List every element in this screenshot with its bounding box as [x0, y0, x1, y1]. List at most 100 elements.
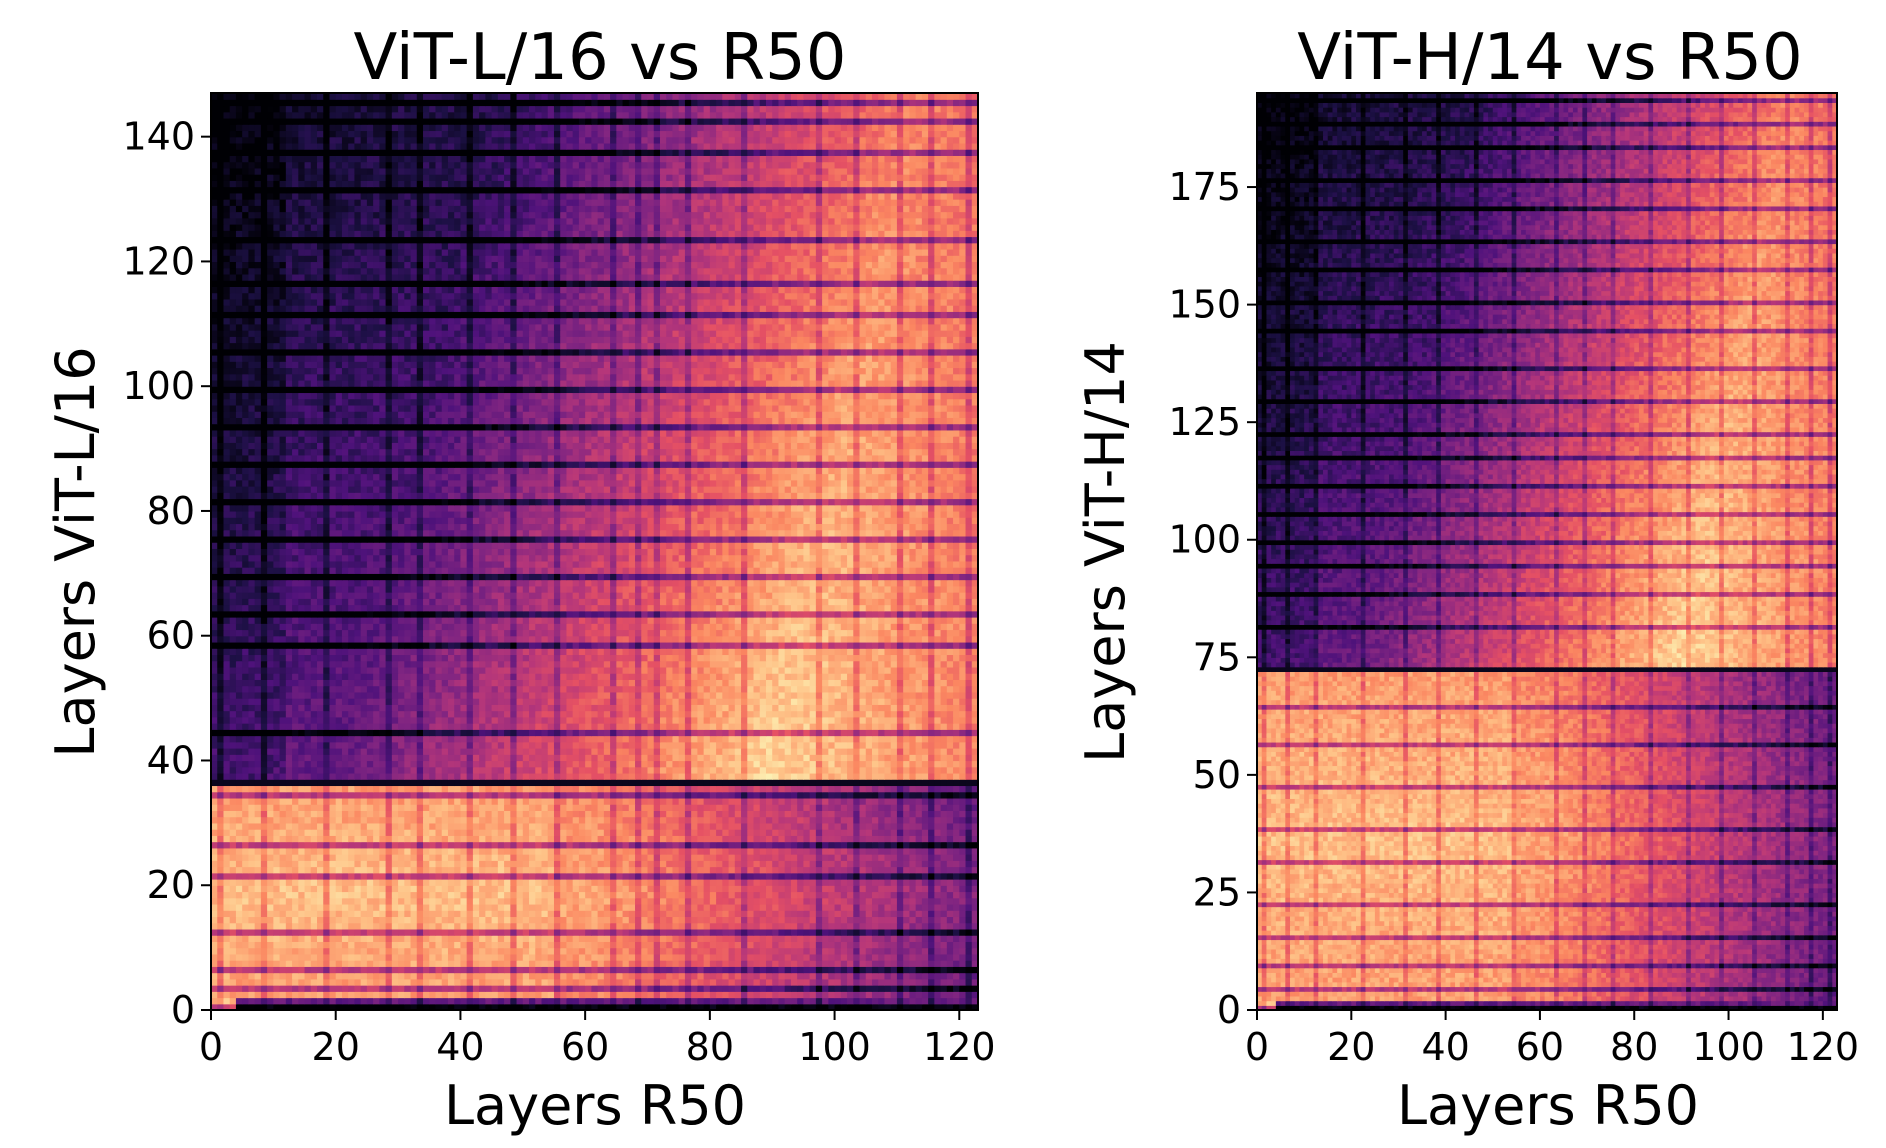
heatmap-cell — [354, 991, 361, 998]
heatmap-cell — [273, 985, 280, 992]
heatmap-cell — [329, 973, 336, 980]
heatmap-cell — [454, 973, 461, 980]
heatmap-cell — [242, 973, 249, 980]
heatmap-cell — [255, 979, 262, 986]
heatmap-cell — [211, 991, 218, 998]
heatmap-cell — [916, 979, 923, 986]
heatmap-cell — [236, 979, 243, 986]
heatmap-cell — [654, 985, 661, 992]
heatmap-cell — [884, 991, 891, 998]
heatmap-cell — [242, 966, 249, 973]
heatmap-cell — [217, 966, 224, 973]
heatmap-cell — [853, 985, 860, 992]
heatmap-cell — [835, 991, 842, 998]
heatmap-cell — [685, 998, 692, 1005]
heatmap-cell — [305, 985, 312, 992]
heatmap-cell — [866, 991, 873, 998]
heatmap-cell — [616, 991, 623, 998]
heatmap-cell — [641, 985, 648, 992]
heatmap-cell — [878, 991, 885, 998]
heatmap-cell — [704, 979, 711, 986]
heatmap-cell — [672, 985, 679, 992]
heatmap-cell — [735, 985, 742, 992]
heatmap-cell — [735, 973, 742, 980]
heatmap-cell — [934, 979, 941, 986]
heatmap-cell — [255, 973, 262, 980]
heatmap-cell — [529, 973, 536, 980]
heatmap-cell — [404, 973, 411, 980]
heatmap-cell — [903, 998, 910, 1005]
heatmap-cell — [722, 985, 729, 992]
heatmap-cell — [616, 998, 623, 1005]
heatmap-cell — [747, 998, 754, 1005]
heatmap-cell — [959, 985, 966, 992]
heatmap-cell — [248, 979, 255, 986]
heatmap-cell — [329, 998, 336, 1005]
heatmap-cell — [311, 979, 318, 986]
heatmap-cell — [242, 998, 249, 1005]
heatmap-cell — [273, 979, 280, 986]
heatmap-cell — [386, 966, 393, 973]
heatmap-cell — [697, 985, 704, 992]
heatmap-cell — [298, 998, 305, 1005]
heatmap-cell — [348, 985, 355, 992]
heatmap-cell — [922, 991, 929, 998]
heatmap-cell — [542, 985, 549, 992]
heatmap-cell — [280, 979, 287, 986]
heatmap-cell — [704, 991, 711, 998]
heatmap-cell — [691, 998, 698, 1005]
heatmap-cell — [966, 979, 973, 986]
heatmap-cell — [273, 973, 280, 980]
heatmap-cell — [492, 998, 499, 1005]
heatmap-cell — [517, 998, 524, 1005]
heatmap-cell — [404, 985, 411, 992]
heatmap-cell — [679, 985, 686, 992]
heatmap-cell — [679, 991, 686, 998]
heatmap-cell — [361, 998, 368, 1005]
heatmap-cell — [729, 973, 736, 980]
heatmap-cell — [367, 991, 374, 998]
heatmap-cell — [323, 979, 330, 986]
heatmap-cell — [336, 966, 343, 973]
heatmap-cell — [635, 979, 642, 986]
heatmap-cell — [386, 985, 393, 992]
heatmap-cell — [754, 973, 761, 980]
heatmap-cell — [211, 979, 218, 986]
heatmap-cell — [891, 991, 898, 998]
heatmap-cell — [841, 985, 848, 992]
heatmap-cell — [479, 998, 486, 1005]
heatmap-cell — [548, 998, 555, 1005]
heatmap-cell — [654, 991, 661, 998]
heatmap-cell — [685, 985, 692, 992]
heatmap-cell — [878, 973, 885, 980]
heatmap-cell — [217, 991, 224, 998]
heatmap-cell — [947, 979, 954, 986]
heatmap-cell — [766, 985, 773, 992]
heatmap-cell — [348, 979, 355, 986]
heatmap-cell — [797, 973, 804, 980]
heatmap-cell — [747, 979, 754, 986]
heatmap-cell — [529, 998, 536, 1005]
heatmap-cell — [373, 985, 380, 992]
heatmap-cell — [710, 991, 717, 998]
heatmap-cell — [722, 973, 729, 980]
heatmap-cell — [922, 998, 929, 1005]
heatmap-cell — [916, 985, 923, 992]
heatmap-cell — [542, 973, 549, 980]
heatmap-cell — [754, 991, 761, 998]
heatmap-cell — [710, 973, 717, 980]
heatmap-cell — [492, 991, 499, 998]
heatmap-cell — [292, 998, 299, 1005]
heatmap-cell — [766, 979, 773, 986]
heatmap-cell — [529, 966, 536, 973]
heatmap-cell — [535, 991, 542, 998]
heatmap-cell — [242, 991, 249, 998]
heatmap-cell — [535, 979, 542, 986]
heatmap-cell — [492, 979, 499, 986]
heatmap-cell — [467, 966, 474, 973]
heatmap-cell — [510, 973, 517, 980]
heatmap-cell — [560, 985, 567, 992]
heatmap-cell — [317, 985, 324, 992]
heatmap-cell — [810, 973, 817, 980]
heatmap-cell — [604, 985, 611, 992]
